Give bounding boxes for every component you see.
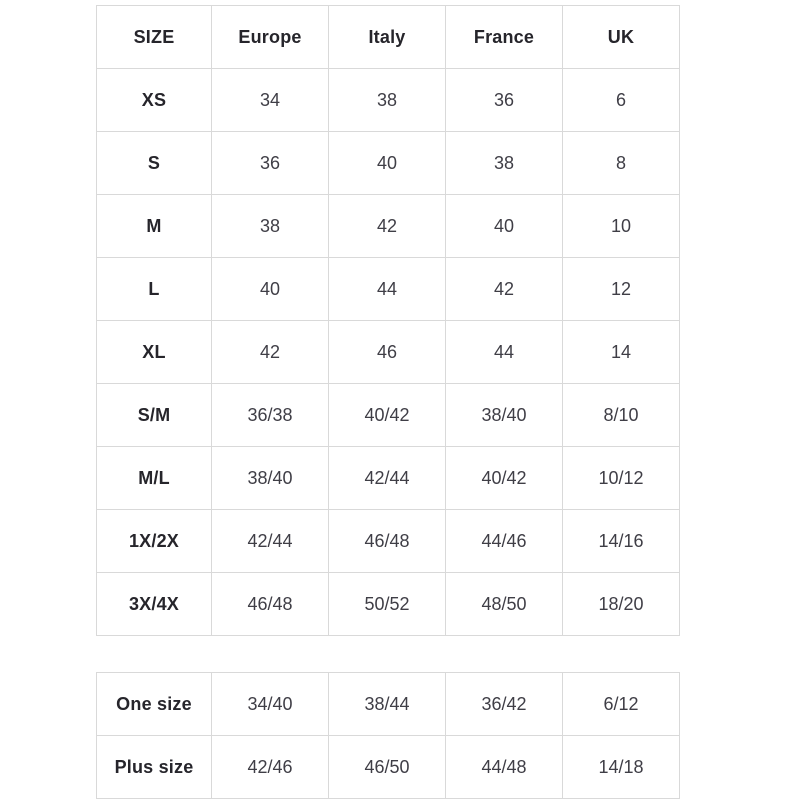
table-row: 3X/4X 46/48 50/52 48/50 18/20 (96, 572, 680, 636)
value-cell: 44 (328, 257, 446, 321)
value-cell: 38 (445, 131, 563, 195)
header-cell-uk: UK (562, 5, 680, 69)
value-cell: 36/42 (445, 672, 563, 736)
value-cell: 34/40 (211, 672, 329, 736)
value-cell: 34 (211, 68, 329, 132)
size-label-cell: One size (96, 672, 212, 736)
value-cell: 40 (445, 194, 563, 258)
size-table-header: SIZE Europe Italy France UK (96, 5, 680, 69)
table-row: XL 42 46 44 14 (96, 320, 680, 384)
value-cell: 36/38 (211, 383, 329, 447)
table-row: M/L 38/40 42/44 40/42 10/12 (96, 446, 680, 510)
value-cell: 44/48 (445, 735, 563, 799)
value-cell: 40 (211, 257, 329, 321)
size-label-cell: M (96, 194, 212, 258)
size-label-cell: S (96, 131, 212, 195)
value-cell: 38 (328, 68, 446, 132)
size-label-cell: M/L (96, 446, 212, 510)
value-cell: 36 (211, 131, 329, 195)
table-row: One size 34/40 38/44 36/42 6/12 (96, 672, 680, 736)
value-cell: 42/44 (328, 446, 446, 510)
table-row: S/M 36/38 40/42 38/40 8/10 (96, 383, 680, 447)
size-table-body: XS 34 38 36 6 S 36 40 38 8 M 38 42 40 10 L 40 44 42 12 XL 42 4… (96, 68, 680, 636)
value-cell: 14 (562, 320, 680, 384)
size-label-cell: XS (96, 68, 212, 132)
value-cell: 42/44 (211, 509, 329, 573)
header-cell-europe: Europe (211, 5, 329, 69)
special-sizes-body: One size 34/40 38/44 36/42 6/12 Plus size 42/4… (96, 672, 680, 799)
table-row: M 38 42 40 10 (96, 194, 680, 258)
value-cell: 6/12 (562, 672, 680, 736)
size-label-cell: S/M (96, 383, 212, 447)
value-cell: 44/46 (445, 509, 563, 573)
value-cell: 38 (211, 194, 329, 258)
value-cell: 40/42 (445, 446, 563, 510)
value-cell: 42 (328, 194, 446, 258)
value-cell: 44 (445, 320, 563, 384)
value-cell: 10/12 (562, 446, 680, 510)
table-row: L 40 44 42 12 (96, 257, 680, 321)
table-row: 1X/2X 42/44 46/48 44/46 14/16 (96, 509, 680, 573)
value-cell: 48/50 (445, 572, 563, 636)
value-cell: 40/42 (328, 383, 446, 447)
table-row: Plus size 42/46 46/50 44/48 14/18 (96, 735, 680, 799)
table-row: S 36 40 38 8 (96, 131, 680, 195)
special-sizes-table: One size 34/40 38/44 36/42 6/12 Plus size 42/4… (96, 672, 680, 799)
value-cell: 38/40 (445, 383, 563, 447)
value-cell: 42 (445, 257, 563, 321)
value-cell: 36 (445, 68, 563, 132)
value-cell: 18/20 (562, 572, 680, 636)
value-cell: 14/18 (562, 735, 680, 799)
value-cell: 46/48 (211, 572, 329, 636)
value-cell: 46/48 (328, 509, 446, 573)
header-cell-size: SIZE (96, 5, 212, 69)
value-cell: 50/52 (328, 572, 446, 636)
size-label-cell: 1X/2X (96, 509, 212, 573)
table-row: XS 34 38 36 6 (96, 68, 680, 132)
header-row: SIZE Europe Italy France UK (96, 5, 680, 69)
size-conversion-table: SIZE Europe Italy France UK XS 34 38 36 6 S 36 40 38… (96, 5, 680, 636)
size-label-cell: L (96, 257, 212, 321)
value-cell: 38/44 (328, 672, 446, 736)
value-cell: 46 (328, 320, 446, 384)
value-cell: 6 (562, 68, 680, 132)
value-cell: 14/16 (562, 509, 680, 573)
value-cell: 8/10 (562, 383, 680, 447)
header-cell-france: France (445, 5, 563, 69)
value-cell: 46/50 (328, 735, 446, 799)
size-label-cell: 3X/4X (96, 572, 212, 636)
value-cell: 12 (562, 257, 680, 321)
value-cell: 42/46 (211, 735, 329, 799)
value-cell: 38/40 (211, 446, 329, 510)
value-cell: 8 (562, 131, 680, 195)
value-cell: 42 (211, 320, 329, 384)
value-cell: 40 (328, 131, 446, 195)
header-cell-italy: Italy (328, 5, 446, 69)
size-label-cell: XL (96, 320, 212, 384)
size-label-cell: Plus size (96, 735, 212, 799)
value-cell: 10 (562, 194, 680, 258)
